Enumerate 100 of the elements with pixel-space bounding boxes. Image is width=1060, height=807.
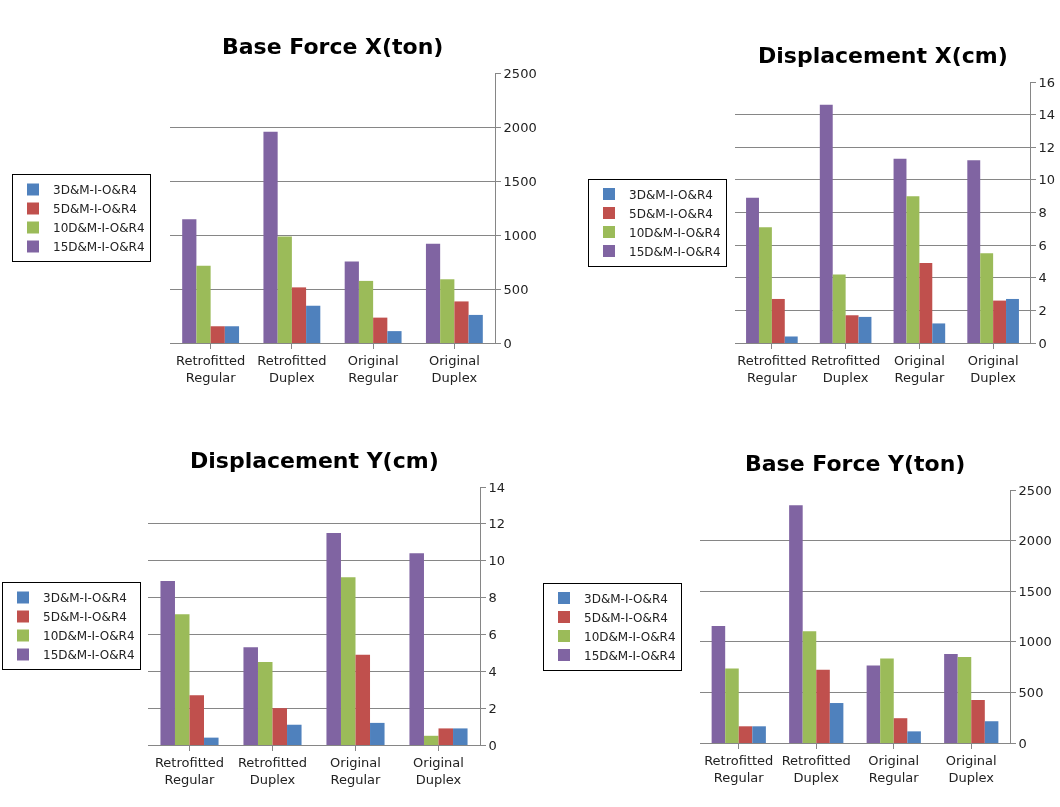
x-tick-label: Original Regular	[868, 752, 920, 785]
y-tick-label: 2000	[1018, 533, 1052, 549]
bar	[409, 553, 424, 745]
legend-label: 5D&M-I-O&R4	[53, 202, 137, 217]
y-tick-label: 12	[1038, 139, 1056, 155]
y-tick-label: 1500	[503, 173, 537, 189]
x-tick-label: Original Regular	[347, 352, 399, 385]
bar	[858, 316, 872, 343]
x-tick-label: Retrofitted Regular	[737, 352, 807, 385]
bar	[438, 728, 454, 745]
bar	[725, 668, 739, 743]
bar	[984, 721, 999, 743]
y-tick-label: 0	[503, 335, 512, 351]
y-tick-label: 1500	[1018, 583, 1052, 599]
bar	[440, 279, 455, 343]
bar	[287, 724, 302, 745]
legend-label: 3D&M-I-O&R4	[584, 591, 668, 606]
bar	[832, 274, 846, 343]
bar	[454, 301, 469, 343]
bar	[944, 653, 958, 743]
legend-label: 3D&M-I-O&R4	[43, 591, 127, 606]
chart-title: Displacement X(cm)	[758, 43, 1008, 68]
legend-label: 3D&M-I-O&R4	[53, 183, 137, 198]
bar	[893, 158, 907, 343]
y-tick-label: 0	[1018, 735, 1027, 751]
bar	[829, 703, 844, 743]
bar	[257, 662, 273, 745]
y-tick-label: 12	[488, 516, 506, 532]
bar	[182, 219, 197, 343]
bar	[802, 631, 817, 743]
legend-label: 3D&M-I-O&R4	[629, 187, 713, 202]
y-tick-label: 4	[488, 663, 497, 679]
chart-title: Displacement Y(cm)	[190, 448, 439, 473]
bar	[932, 323, 946, 343]
y-tick-label: 1000	[1018, 634, 1052, 650]
legend-label: 10D&M-I-O&R4	[629, 225, 721, 240]
bar	[919, 263, 933, 343]
y-tick-label: 10	[1038, 172, 1056, 188]
y-tick-label: 10	[488, 553, 506, 569]
bar	[758, 227, 772, 343]
bar	[468, 314, 483, 343]
legend-label: 15D&M-I-O&R4	[43, 648, 135, 663]
legend-label: 5D&M-I-O&R4	[629, 206, 713, 221]
y-tick-label: 8	[488, 590, 497, 606]
bar	[340, 577, 356, 745]
bar	[906, 196, 920, 343]
bar	[355, 654, 371, 745]
bar	[819, 104, 833, 343]
x-tick-label: Retrofitted Duplex	[811, 352, 881, 385]
bar	[263, 131, 278, 343]
bar	[784, 336, 798, 343]
bar	[326, 533, 341, 745]
bar	[752, 726, 766, 743]
bar	[387, 331, 402, 343]
bar	[358, 280, 374, 343]
bar	[174, 614, 190, 745]
y-tick-label: 2500	[1018, 482, 1052, 498]
bar	[957, 656, 972, 743]
bar	[243, 647, 258, 745]
legend-label: 5D&M-I-O&R4	[43, 610, 127, 625]
bar	[272, 708, 288, 745]
y-tick-label: 14	[488, 479, 506, 495]
y-tick-label: 6	[1038, 237, 1047, 253]
bar	[204, 737, 219, 745]
bar	[1006, 298, 1019, 343]
chart-title: Base Force X(ton)	[222, 34, 444, 59]
bar	[711, 626, 726, 743]
y-tick-label: 2500	[503, 65, 537, 81]
y-tick-label: 2	[488, 700, 497, 716]
y-tick-label: 500	[503, 281, 529, 297]
bar	[980, 253, 994, 343]
bar	[907, 731, 921, 743]
x-tick-label: Original Duplex	[413, 754, 464, 787]
y-tick-label: 6	[488, 626, 497, 642]
bar	[893, 718, 908, 743]
x-tick-label: Retrofitted Regular	[176, 352, 246, 385]
legend-label: 15D&M-I-O&R4	[53, 240, 145, 255]
bar	[993, 300, 1007, 343]
legend-label: 10D&M-I-O&R4	[584, 629, 676, 644]
bar	[210, 326, 225, 343]
legend-label: 15D&M-I-O&R4	[629, 244, 721, 259]
bar	[423, 735, 439, 745]
bar	[373, 317, 388, 343]
y-tick-label: 1000	[503, 227, 537, 243]
bar	[845, 315, 859, 343]
bar	[738, 726, 753, 743]
bar	[880, 658, 894, 743]
bar	[370, 722, 385, 745]
x-tick-label: Retrofitted Regular	[154, 754, 225, 787]
x-tick-label: Retrofitted Duplex	[237, 754, 308, 787]
bar	[789, 505, 803, 743]
bar	[196, 265, 211, 343]
y-tick-label: 0	[488, 737, 497, 753]
bar	[277, 236, 292, 343]
x-tick-label: Retrofitted Duplex	[781, 752, 851, 785]
bar	[453, 728, 468, 745]
y-tick-label: 0	[1038, 335, 1047, 351]
bar	[160, 580, 175, 745]
x-tick-label: Retrofitted Regular	[704, 752, 774, 785]
y-tick-label: 4	[1038, 270, 1047, 286]
